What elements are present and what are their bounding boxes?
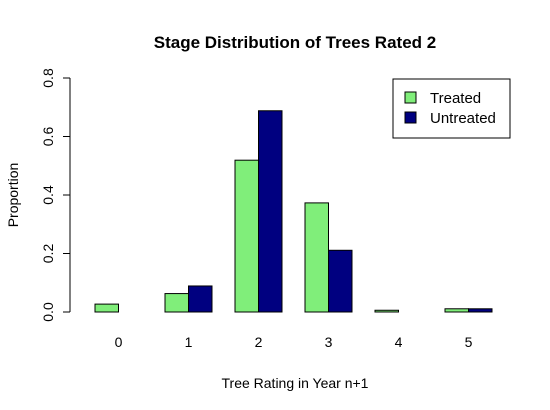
bar-treated-3 (304, 202, 329, 313)
bar-treated-0 (94, 303, 119, 313)
x-tick-label-5: 5 (465, 334, 473, 350)
y-tick-label-3: 0.6 (40, 127, 56, 147)
legend-label-treated: Treated (430, 90, 481, 107)
bars (94, 110, 493, 313)
chart-title: Stage Distribution of Trees Rated 2 (154, 33, 436, 52)
y-axis-label: Proportion (5, 163, 21, 228)
bar-untreated-5 (468, 308, 493, 313)
legend-label-untreated: Untreated (430, 110, 496, 127)
bar-treated-5 (444, 308, 469, 313)
x-tick-label-4: 4 (395, 334, 403, 350)
x-tick-labels: 0 1 2 3 4 5 (115, 334, 473, 350)
x-tick-label-0: 0 (115, 334, 123, 350)
bar-untreated-3 (328, 249, 353, 313)
x-tick-label-3: 3 (325, 334, 333, 350)
legend: Treated Untreated (392, 78, 511, 139)
legend-box (392, 78, 511, 139)
bar-untreated-1 (188, 285, 213, 313)
bar-treated-4 (374, 309, 399, 313)
bar-untreated-2 (258, 110, 283, 313)
y-axis: 0.0 0.2 0.4 0.6 0.8 (40, 68, 71, 322)
y-tick-label-1: 0.2 (40, 244, 56, 264)
y-tick-label-4: 0.8 (40, 68, 56, 88)
legend-swatch-untreated (404, 111, 417, 124)
bar-treated-1 (164, 293, 189, 313)
y-tick-label-2: 0.4 (40, 185, 56, 205)
x-tick-label-2: 2 (255, 334, 263, 350)
y-tick-label-0: 0.0 (40, 302, 56, 322)
legend-swatch-treated (404, 91, 417, 104)
bar-treated-2 (234, 159, 259, 313)
x-axis-label: Tree Rating in Year n+1 (222, 375, 369, 391)
x-tick-label-1: 1 (185, 334, 193, 350)
